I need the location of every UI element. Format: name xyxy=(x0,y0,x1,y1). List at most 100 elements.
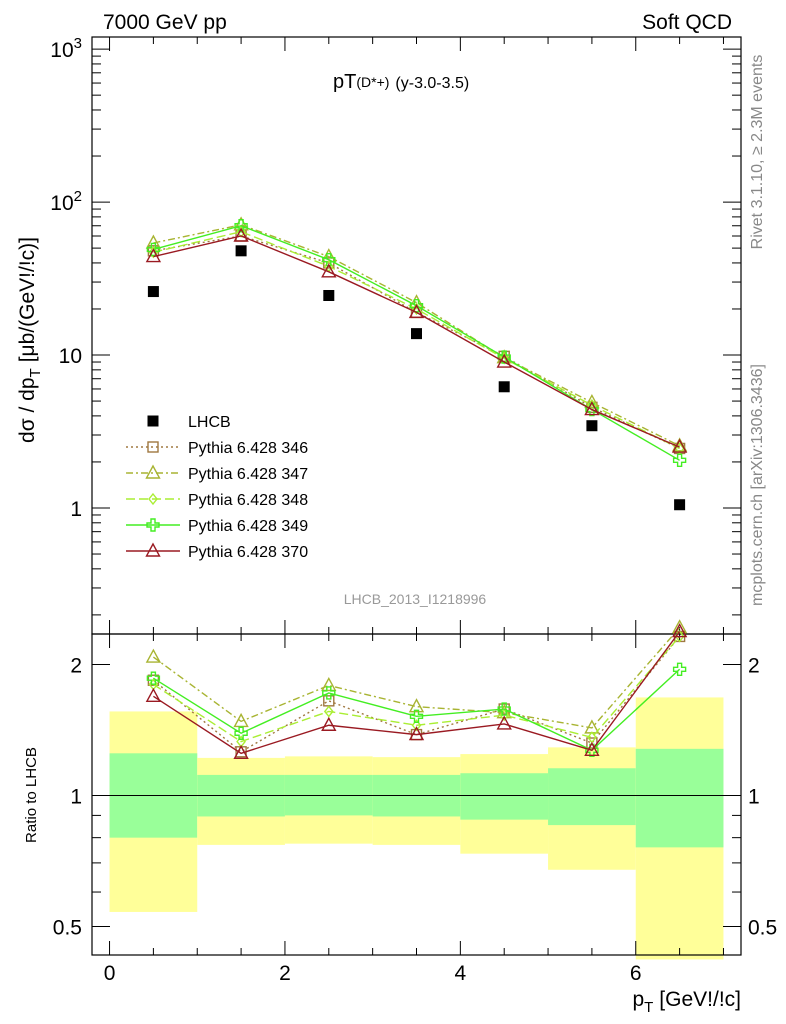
series-point xyxy=(409,299,424,313)
series-point xyxy=(672,453,687,467)
x-tick-label: 4 xyxy=(455,962,467,985)
legend-marker xyxy=(145,464,161,479)
side-label-top: Rivet 3.1.10, ≥ 2.3M events xyxy=(749,55,766,250)
ratio-series-point xyxy=(323,695,335,707)
legend-entry: Pythia 6.428 347 xyxy=(126,464,308,483)
ratio-band-green xyxy=(548,768,636,826)
ratio-series-point xyxy=(497,702,511,716)
data-point xyxy=(235,245,247,257)
series-line xyxy=(153,230,680,450)
ratio-series-point xyxy=(672,662,687,676)
ratio-series-point xyxy=(145,648,162,663)
series-point xyxy=(233,227,249,242)
x-axis-label: pT [GeV!/!c] xyxy=(632,988,741,1016)
legend-marker xyxy=(148,492,158,506)
y-tick-label: 10 xyxy=(59,345,82,368)
series-point xyxy=(322,252,336,267)
plot-title-main: pT xyxy=(333,71,356,93)
y-tick-label: 103 xyxy=(50,35,82,62)
legend-marker xyxy=(147,441,159,453)
ratio-series-point xyxy=(145,687,162,703)
series-point xyxy=(145,248,162,263)
series-line xyxy=(153,235,680,448)
legend: LHCB Pythia 6.428 346 Pythia 6.428 347 Pyth… xyxy=(126,414,308,561)
x-tick-label: 0 xyxy=(104,962,116,985)
ratio-series-point xyxy=(321,676,337,692)
legend-marker xyxy=(145,542,161,557)
ratio-tick-label-right: 1 xyxy=(748,785,760,808)
ratio-series-point xyxy=(233,712,249,728)
legend-label: Pythia 6.428 349 xyxy=(188,518,308,535)
legend-entry: Pythia 6.428 349 xyxy=(126,518,308,535)
legend-entry: Pythia 6.428 370 xyxy=(126,542,308,561)
series-point xyxy=(496,353,512,368)
plot-title: pT(D*+) (y-3.0-3.5) xyxy=(333,71,469,93)
legend-label: LHCB xyxy=(188,414,231,431)
ratio-axis-label: Ratio to LHCB xyxy=(23,747,40,843)
y-axis-label-sub: T xyxy=(27,368,44,377)
side-label-bottom: mcplots.cern.ch [arXiv:1306.3436] xyxy=(749,364,766,606)
axes xyxy=(91,36,742,956)
series-layer xyxy=(145,216,688,511)
data-point xyxy=(411,328,422,340)
ratio-series-layer xyxy=(145,619,688,760)
ratio-series-line xyxy=(153,631,681,755)
ratio-series-point xyxy=(496,715,512,730)
data-point xyxy=(586,420,598,432)
ratio-series-point xyxy=(234,726,248,740)
y-axis-label-main: dσ / dp xyxy=(16,377,39,443)
ratio-series-point xyxy=(146,671,161,685)
ratio-band-green xyxy=(460,773,549,820)
series-point xyxy=(408,294,425,309)
series-line xyxy=(153,225,680,461)
legend-label: Pythia 6.428 346 xyxy=(188,440,308,457)
ratio-series-point xyxy=(408,726,425,741)
legend-label: Pythia 6.428 370 xyxy=(188,544,308,561)
plot-title-rest: (y-3.0-3.5) xyxy=(395,75,469,92)
x-axis-label-sub: T xyxy=(644,999,653,1016)
ratio-series-point xyxy=(321,716,337,731)
header-right: Soft QCD xyxy=(642,11,732,34)
ratio-tick-label-right: 2 xyxy=(748,654,760,677)
legend-marker xyxy=(146,518,160,532)
series-point xyxy=(584,401,600,416)
series-point xyxy=(321,263,337,278)
x-axis-label-main: p xyxy=(632,988,644,1011)
ratio-series-line xyxy=(153,635,681,743)
x-tick-label: 6 xyxy=(630,962,642,985)
legend-label: Pythia 6.428 347 xyxy=(188,466,308,483)
series-point xyxy=(148,246,159,259)
ratio-band-green xyxy=(635,748,724,848)
y-axis-label-unit: [μb/(GeV!/!c)] xyxy=(16,237,39,362)
ratio-series-point xyxy=(411,719,422,732)
x-tick-label: 2 xyxy=(279,962,291,985)
ratio-tick-label-right: 0.5 xyxy=(748,916,777,939)
ratio-series-point xyxy=(323,705,334,718)
ratio-uncertainty-bands xyxy=(109,697,724,960)
ratio-series-line xyxy=(152,627,681,729)
ratio-series-point xyxy=(671,623,688,638)
series-point xyxy=(408,303,425,319)
analysis-tag: LHCB_2013_I1218996 xyxy=(344,591,487,607)
ratio-tick-label-left: 2 xyxy=(70,654,82,677)
series-point xyxy=(674,442,685,455)
ratio-series-point xyxy=(584,741,600,757)
data-point xyxy=(323,289,335,301)
ratio-tick-label-left: 0.5 xyxy=(53,916,82,939)
data-point xyxy=(674,499,686,511)
data-point xyxy=(147,286,159,298)
legend-marker xyxy=(147,415,159,427)
ratio-series-point xyxy=(322,686,336,700)
y-axis-label: dσ / dpT [μb/(GeV!/!c)] xyxy=(16,237,44,443)
series-line xyxy=(153,235,680,450)
x-axis-label-unit: [GeV!/!c] xyxy=(659,988,741,1011)
tick-labels: 0 2 4 6 1 10 102 103 0.5 0.5 1 1 2 2 xyxy=(50,35,777,985)
legend-entry: Pythia 6.428 348 xyxy=(126,492,308,509)
header-left: 7000 GeV pp xyxy=(103,11,227,34)
series-point xyxy=(671,438,688,453)
ratio-series-point xyxy=(409,709,424,724)
series-point xyxy=(584,393,600,409)
ratio-tick-label-left: 1 xyxy=(70,785,82,808)
legend-entry: LHCB xyxy=(147,414,231,431)
